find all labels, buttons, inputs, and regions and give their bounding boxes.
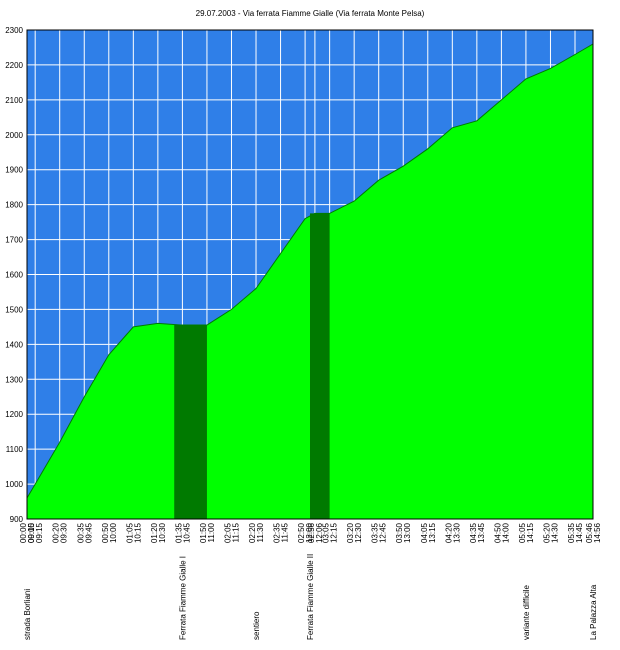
y-tick-label: 2000: [5, 131, 23, 140]
chart-title: 29.07.2003 - Via ferrata Fiamme Gialle (…: [196, 9, 425, 18]
x-tick-label-clock: 11:45: [281, 522, 290, 542]
x-tick-label-elapsed: 05:05: [518, 522, 527, 543]
x-tick-label-elapsed: 01:05: [125, 522, 134, 543]
x-tick-label-elapsed: 05:35: [567, 522, 576, 543]
x-tick-label-elapsed: 00:05: [27, 522, 36, 543]
route-annotation: La Palazza Alta: [589, 584, 598, 640]
x-axis-ticks: 00:00 09:1000:05 09:15 00:20 09:30 00:35 09:45…: [19, 522, 602, 543]
x-tick-label-elapsed: 04:05: [420, 522, 429, 543]
x-tick-label-clock: 09:30: [60, 522, 69, 543]
x-tick-label-elapsed: 03:05: [322, 522, 331, 543]
route-annotation: strada Borliani: [23, 589, 32, 640]
x-tick-label-clock: 09:15: [35, 522, 44, 543]
x-tick-label-elapsed: 03:50: [395, 522, 404, 543]
x-tick-label-clock: 14:30: [550, 522, 559, 543]
x-tick-label-clock: 14:00: [501, 522, 510, 543]
x-tick-label-elapsed: 04:50: [493, 522, 502, 543]
y-tick-label: 1100: [6, 445, 24, 454]
route-annotation: Ferrata Fiamme Gialle I: [178, 556, 187, 640]
x-tick-label-elapsed: 05:20: [542, 522, 551, 543]
route-annotation: Ferrata Fiamme Gialle II: [306, 554, 315, 640]
x-tick-label-clock: 11:30: [256, 522, 265, 542]
route-annotation: sentiero: [252, 611, 261, 640]
x-tick-label-elapsed: 00:35: [76, 522, 85, 543]
y-tick-label: 1000: [5, 480, 23, 489]
route-annotation: variante difficile: [522, 584, 531, 640]
y-tick-label: 1400: [5, 340, 23, 349]
x-tick-label-clock: 12:45: [379, 522, 388, 543]
x-tick-label-clock: 13:30: [452, 522, 461, 543]
x-tick-label-clock: 13:15: [428, 522, 437, 543]
x-tick-label-clock: 14:15: [526, 522, 535, 543]
y-tick-label: 1300: [5, 375, 23, 384]
x-tick-label-clock: 12:06: [315, 522, 324, 543]
x-tick-label-elapsed: 05:46: [585, 522, 594, 543]
y-axis-ticks: 900 1000 1100 1200 1300 1400 1500 1600 1700 1800 1…: [5, 26, 23, 524]
x-tick-label-clock: 10:15: [133, 522, 142, 543]
y-tick-label: 1200: [5, 410, 23, 419]
x-tick-label-clock: 12:30: [354, 522, 363, 543]
y-tick-label: 1800: [5, 201, 23, 210]
x-tick-label-elapsed: 03:20: [346, 522, 355, 543]
x-tick-label-elapsed: 02:35: [273, 522, 282, 543]
y-tick-label: 1700: [5, 236, 23, 245]
x-tick-label-elapsed: 02:50: [297, 522, 306, 543]
x-tick-label-clock: 14:45: [575, 522, 584, 543]
ferrata-bands: [174, 213, 330, 519]
x-tick-label-elapsed: 04:20: [444, 522, 453, 543]
x-tick-label-elapsed: 02:56: [307, 522, 316, 543]
x-tick-label-elapsed: 04:35: [469, 522, 478, 543]
x-tick-label-clock: 13:00: [403, 522, 412, 543]
x-tick-label-elapsed: 01:20: [150, 522, 159, 543]
ferrata-band: [310, 213, 330, 519]
x-tick-label-clock: 14:56: [593, 522, 602, 543]
x-tick-label-elapsed: 01:50: [199, 522, 208, 543]
x-tick-label-clock: 10:00: [109, 522, 118, 543]
x-tick-label-clock: 13:45: [477, 522, 486, 543]
y-tick-label: 900: [10, 515, 24, 524]
x-tick-label-elapsed: 02:20: [248, 522, 257, 543]
x-tick-label-clock: 10:45: [182, 522, 191, 543]
x-tick-label-elapsed: 00:50: [101, 522, 110, 543]
x-tick-label-clock: 10:30: [158, 522, 167, 543]
y-tick-label: 2300: [5, 26, 23, 35]
x-tick-label-elapsed: 01:35: [174, 522, 183, 543]
y-tick-label: 2200: [5, 61, 23, 70]
x-tick-label-clock: 11:15: [231, 522, 240, 542]
x-tick-label-elapsed: 03:35: [371, 522, 380, 543]
y-tick-label: 1500: [5, 305, 23, 314]
ferrata-band: [174, 324, 207, 519]
x-tick-label-clock: 12:00: [305, 522, 314, 543]
x-tick-label-elapsed: 00:00: [19, 522, 28, 543]
x-tick-label-clock: 09:45: [84, 522, 93, 543]
x-tick-label-clock: 09:10: [27, 522, 36, 543]
x-tick-label-clock: 11:00: [207, 522, 216, 542]
x-tick-label-elapsed: 02:05: [223, 522, 232, 543]
y-tick-label: 1600: [5, 271, 23, 280]
annotations: strada Borliani Ferrata Fiamme Gialle I se…: [23, 554, 598, 640]
y-tick-label: 2100: [5, 96, 23, 105]
x-tick-label-elapsed: 00:20: [52, 522, 61, 543]
y-tick-label: 1900: [5, 166, 23, 175]
plot-frame: [26, 29, 594, 520]
x-tick-label-clock: 12:15: [330, 522, 339, 543]
